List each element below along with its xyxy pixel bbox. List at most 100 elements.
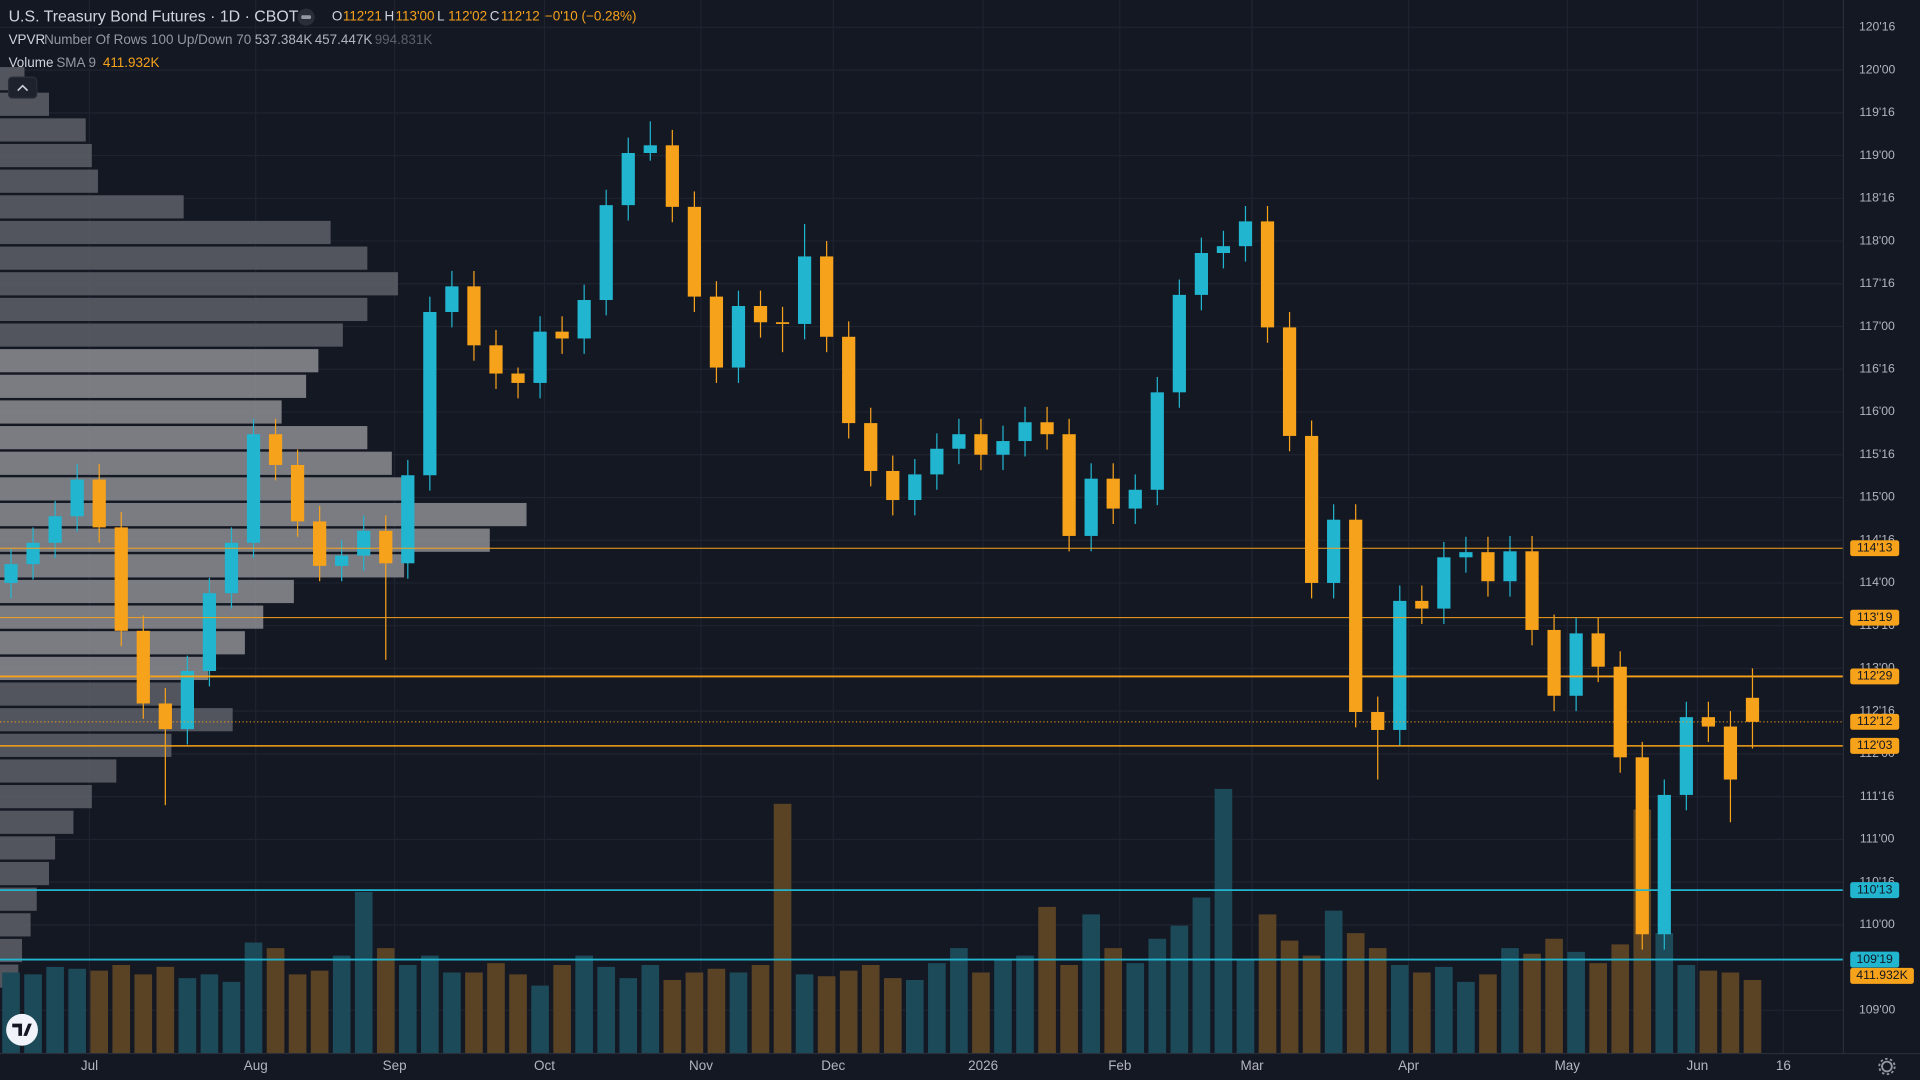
volume-bar: [950, 948, 968, 1054]
ohlc-value: 112'02: [448, 9, 487, 24]
profile-row: [0, 861, 49, 886]
candle-body: [357, 530, 371, 556]
candle-body: [1657, 794, 1671, 935]
settings-button[interactable]: [1878, 1057, 1896, 1076]
x-tick-label: Sep: [383, 1058, 407, 1073]
volume-bar: [421, 955, 439, 1054]
candle-body: [401, 475, 415, 564]
tradingview-logo[interactable]: [6, 1013, 38, 1046]
y-tick-label: 111'16: [1860, 789, 1895, 803]
y-tick-label: 116'00: [1859, 404, 1895, 418]
volume-bar: [1324, 910, 1343, 1054]
volume-bar: [1501, 948, 1519, 1054]
volume-bar: [1545, 938, 1563, 1054]
candle-body: [268, 434, 283, 465]
collapse-button[interactable]: [7, 76, 38, 99]
profile-row: [0, 631, 245, 655]
volume-bar: [443, 972, 461, 1054]
candle-body: [1349, 519, 1363, 713]
candle-body: [753, 306, 768, 323]
candle-body: [467, 286, 481, 346]
candle-body: [1415, 600, 1429, 609]
candle-body: [1569, 633, 1583, 696]
candle-body: [687, 206, 701, 297]
candle-body: [930, 448, 944, 475]
price-line-label-bg: [1850, 609, 1900, 626]
volume-params: SMA 9: [56, 55, 96, 70]
price-change: −0'10 (−0.28%): [545, 9, 637, 24]
candle-body: [1371, 712, 1385, 730]
price-line-label: 112'12: [1857, 714, 1893, 728]
price-line-label-bg: [1850, 540, 1900, 557]
profile-row: [0, 323, 343, 347]
volume-bar: [1082, 914, 1100, 1054]
profile-row: [0, 605, 264, 629]
volume-bar: [46, 966, 64, 1054]
x-tick-label: 2026: [968, 1058, 998, 1073]
header: U.S. Treasury Bond Futures · 1D · CBOT V…: [6, 8, 1896, 1076]
volume-bar: [751, 964, 770, 1054]
x-tick-label: Mar: [1240, 1058, 1264, 1073]
volume-bar: [1258, 914, 1277, 1054]
volume-bar: [839, 970, 858, 1054]
volume-bar: [707, 968, 726, 1054]
volume-bar: [1346, 933, 1365, 1054]
volume-bar: [288, 974, 307, 1054]
candle-body: [70, 479, 84, 517]
volume-bar: [1236, 959, 1255, 1054]
y-tick-label: 114'00: [1859, 575, 1895, 589]
volume-sma-label: 411.932K: [1856, 968, 1908, 982]
price-line-label: 109'19: [1857, 952, 1894, 966]
price-line-label: 112'29: [1857, 669, 1893, 683]
candle-body: [445, 286, 459, 312]
candle-body: [621, 153, 635, 206]
profile-row: [0, 554, 405, 578]
volume-bar: [332, 955, 351, 1054]
x-tick-label: Aug: [244, 1058, 268, 1073]
volume-bar: [1611, 944, 1630, 1054]
ohlc-key: C: [490, 9, 500, 24]
volume-bar: [1655, 933, 1674, 1054]
volume-bar: [1523, 953, 1541, 1054]
volume-bar: [1104, 948, 1123, 1054]
candle-body: [1282, 327, 1297, 436]
candle-body: [731, 306, 746, 368]
price-line-label-bg: [1850, 882, 1900, 899]
volume-bar: [1060, 964, 1078, 1054]
gear-icon: [1881, 1060, 1893, 1073]
candle-body: [599, 205, 613, 301]
candle-body: [224, 542, 239, 594]
vpvr-params: Number Of Rows 100 Up/Down 70: [44, 32, 251, 47]
x-tick-label: Feb: [1108, 1058, 1131, 1073]
profile-row: [0, 426, 368, 450]
y-tick-label: 119'16: [1859, 105, 1895, 119]
candle-body: [180, 670, 194, 730]
y-tick-label: 117'16: [1859, 276, 1895, 290]
y-tick-label: 115'16: [1859, 447, 1895, 461]
price-line-label-bg: [1850, 713, 1900, 730]
profile-row: [0, 220, 331, 245]
profile-row: [0, 272, 398, 296]
candle-body: [1106, 478, 1120, 509]
volume-bar: [487, 963, 505, 1054]
candle-body: [335, 555, 349, 566]
volume-bar: [619, 978, 638, 1054]
candle-body: [1459, 552, 1473, 558]
y-tick-label: 118'00: [1859, 233, 1895, 247]
candle-body: [511, 373, 525, 383]
volume-bar: [575, 955, 593, 1054]
candle-body: [4, 564, 18, 583]
x-tick-label: Jul: [81, 1058, 98, 1073]
volume-bar: [663, 979, 682, 1054]
volume-bar: [354, 891, 373, 1054]
volume-bar: [1016, 955, 1034, 1054]
volume-bar: [817, 976, 836, 1054]
volume-bar: [465, 972, 483, 1054]
candle-body: [1393, 600, 1407, 730]
profile-row: [0, 477, 405, 501]
volume-bar: [1126, 963, 1145, 1054]
candle-body: [665, 145, 679, 207]
volume-bar: [178, 978, 197, 1054]
volume-bar: [1390, 964, 1409, 1054]
